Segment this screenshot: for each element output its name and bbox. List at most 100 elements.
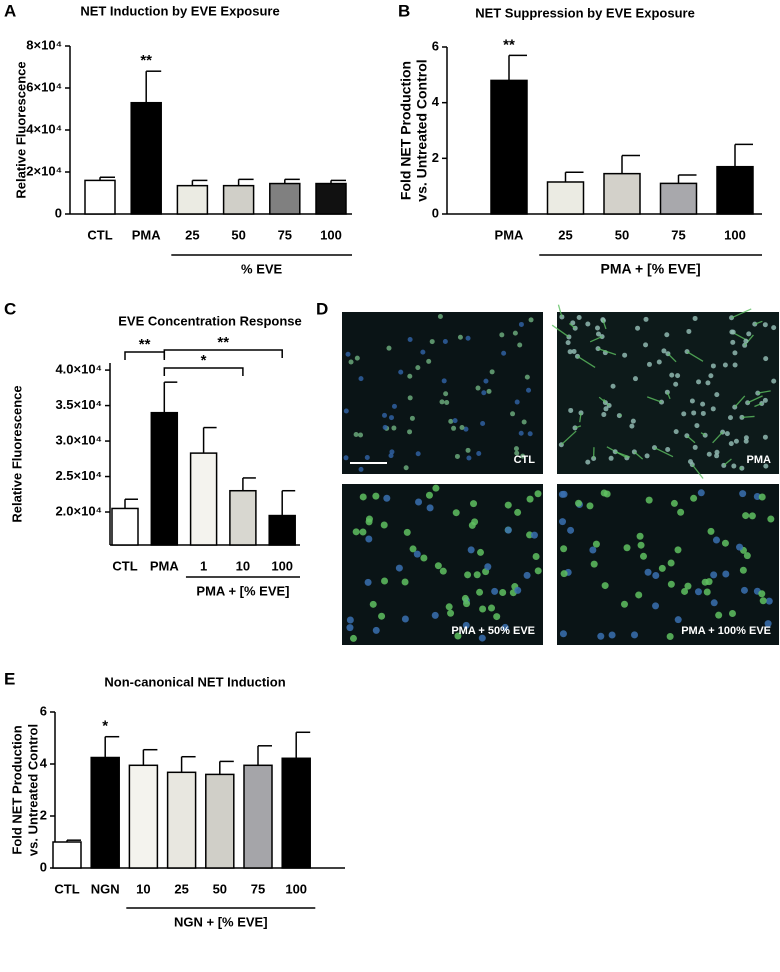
cell	[382, 413, 387, 418]
cell	[526, 388, 531, 393]
cell	[740, 567, 747, 574]
panel-letter: C	[4, 299, 16, 318]
cell	[693, 316, 698, 321]
bar	[491, 80, 527, 214]
cell	[629, 424, 634, 429]
cell	[455, 454, 460, 459]
cell	[700, 402, 705, 407]
group-label: NGN + [% EVE]	[174, 914, 268, 929]
cell	[383, 425, 388, 430]
y-tick-label: 0	[55, 205, 62, 220]
cell	[652, 602, 659, 609]
x-tick-label: 50	[231, 227, 245, 242]
cell	[673, 382, 678, 387]
cell	[631, 419, 636, 424]
cell	[475, 386, 480, 391]
x-tick-label: PMA	[495, 227, 525, 242]
cell	[491, 588, 498, 595]
cell	[635, 326, 640, 331]
cell	[559, 518, 566, 525]
cell	[524, 572, 531, 579]
chart-title: Non-canonical NET Induction	[104, 674, 285, 689]
cell	[690, 398, 695, 403]
cell	[675, 546, 682, 553]
significance-label: *	[201, 352, 207, 369]
cell	[484, 563, 491, 570]
cell	[686, 329, 691, 334]
cell	[749, 512, 756, 519]
x-tick-label: 50	[615, 227, 629, 242]
bar	[224, 186, 254, 214]
cell	[453, 509, 460, 516]
bar	[53, 842, 81, 868]
y-axis-label: vs. Untreated Control	[414, 59, 430, 201]
cell	[410, 416, 415, 421]
cell	[396, 565, 403, 572]
cell	[695, 588, 702, 595]
y-axis-label: vs. Untreated Control	[25, 724, 40, 856]
micrograph	[342, 312, 543, 474]
cell	[690, 495, 697, 502]
cell	[763, 322, 768, 327]
cell	[742, 512, 749, 519]
cell	[585, 460, 590, 465]
cell	[346, 624, 353, 631]
x-tick-label: 100	[320, 227, 342, 242]
y-axis-label: Relative Fluorescence	[9, 385, 24, 522]
cell	[404, 529, 411, 536]
cell	[586, 502, 593, 509]
cell	[528, 431, 533, 436]
cell	[681, 411, 686, 416]
bar	[206, 774, 234, 868]
cell	[698, 489, 705, 496]
cell	[515, 400, 520, 405]
cell	[438, 314, 443, 319]
cell	[519, 322, 524, 327]
y-tick-label: 6	[40, 703, 47, 718]
cell	[707, 528, 714, 535]
bar	[191, 453, 217, 545]
cell	[693, 445, 698, 450]
cell	[347, 617, 354, 624]
bar	[269, 516, 295, 545]
x-tick-label: 25	[185, 227, 199, 242]
cell	[479, 605, 486, 612]
cell	[460, 425, 465, 430]
bar	[282, 758, 310, 868]
significance-bracket	[164, 368, 243, 376]
cell	[490, 369, 495, 374]
significance-label: **	[140, 52, 152, 69]
cell	[480, 421, 485, 426]
cell	[414, 551, 421, 558]
cell	[744, 552, 751, 559]
cell	[771, 379, 776, 384]
cell	[469, 522, 476, 529]
cell	[381, 577, 388, 584]
cell	[373, 627, 380, 634]
cell	[741, 587, 748, 594]
cell	[415, 498, 422, 505]
cell	[767, 516, 774, 523]
y-tick-label: 3.0×10⁴	[55, 432, 102, 447]
cell	[359, 528, 366, 535]
cell	[645, 569, 652, 576]
group-label: % EVE	[241, 261, 283, 276]
significance-label: *	[102, 718, 108, 735]
cell	[435, 562, 442, 569]
cell	[360, 493, 367, 500]
cell	[466, 456, 471, 461]
significance-bracket	[164, 350, 282, 358]
cell	[677, 509, 684, 516]
panel-letter: E	[4, 669, 15, 688]
cell	[354, 432, 359, 437]
cell	[453, 418, 458, 423]
cell	[535, 567, 542, 574]
panel-letter: B	[398, 1, 410, 20]
bar	[604, 174, 640, 214]
cell	[365, 536, 372, 543]
cell	[355, 356, 360, 361]
cell	[476, 589, 483, 596]
cell	[499, 332, 504, 337]
cell	[667, 633, 674, 640]
cell	[359, 467, 364, 472]
